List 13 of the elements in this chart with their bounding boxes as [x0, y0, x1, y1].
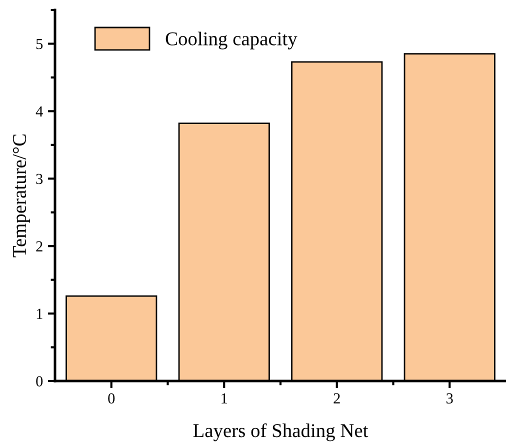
y-tick-label: 4	[36, 106, 43, 116]
x-tick-label: 3	[446, 393, 453, 404]
y-tick-label: 5	[36, 39, 43, 50]
x-axis-title: Layers of Shading Net	[193, 423, 368, 442]
x-tick-label: 2	[334, 393, 340, 404]
legend-label: Cooling capacity	[166, 32, 298, 50]
y-tick-label: 1	[36, 308, 42, 319]
y-tick-label: 0	[36, 376, 43, 386]
x-tick-label: 0	[108, 393, 115, 404]
y-axis-title: Temperature/°C	[12, 134, 30, 258]
y-tick-label: 2	[36, 241, 42, 252]
x-tick-label: 1	[222, 393, 228, 404]
y-tick-label: 3	[36, 174, 43, 184]
